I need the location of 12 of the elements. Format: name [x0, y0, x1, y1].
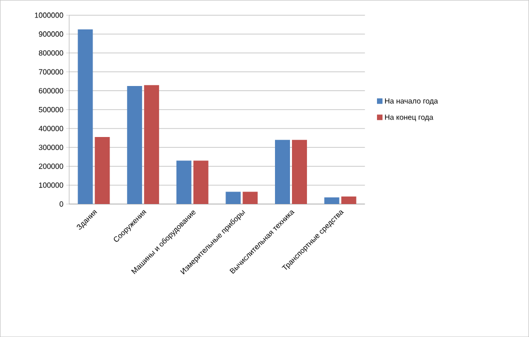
bar — [292, 140, 307, 204]
bar — [226, 192, 241, 204]
bar — [341, 196, 356, 204]
bar — [193, 160, 208, 204]
bar — [324, 197, 340, 204]
bar — [94, 136, 110, 204]
bar — [274, 140, 290, 204]
bar — [144, 85, 160, 204]
bar — [242, 192, 258, 204]
bar — [127, 86, 142, 204]
bar — [78, 29, 93, 204]
bar — [176, 160, 192, 204]
